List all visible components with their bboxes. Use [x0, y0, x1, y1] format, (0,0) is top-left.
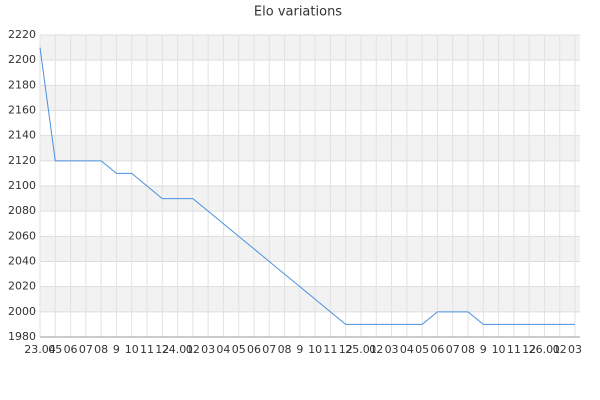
y-tick-label: 2180: [8, 78, 36, 91]
x-tick-label: 02: [186, 343, 200, 356]
y-tick-label: 1980: [8, 330, 36, 343]
plot: [39, 47, 575, 325]
x-tick-label: 05: [232, 343, 246, 356]
x-tick-label: 9: [113, 343, 120, 356]
x-tick-label: 02: [553, 343, 567, 356]
x-tick-label: 12: [522, 343, 536, 356]
x-tick-label: 08: [278, 343, 292, 356]
y-tick-label: 2140: [8, 129, 36, 142]
y-tick-label: 2100: [8, 179, 36, 192]
x-tick-label: 06: [430, 343, 444, 356]
band: [40, 35, 580, 61]
x-tick-label: 11: [507, 343, 521, 356]
x-tick-label: 11: [140, 343, 154, 356]
x-tick-label: 04: [216, 343, 230, 356]
x-tick-label: 10: [125, 343, 139, 356]
y-tick-label: 2160: [8, 104, 36, 117]
x-tick-label: 03: [568, 343, 582, 356]
x-tick-label: 9: [480, 343, 487, 356]
x-tick-label: 12: [339, 343, 353, 356]
x-tick-label: 10: [492, 343, 506, 356]
bands: [40, 35, 580, 312]
x-tick-label: 04: [400, 343, 414, 356]
x-tick-label: 23.04: [24, 343, 56, 356]
y-tick-label: 2040: [8, 255, 36, 268]
x-tick-label: 9: [296, 343, 303, 356]
x-tick-label: 05: [48, 343, 62, 356]
y-tick-label: 2120: [8, 154, 36, 167]
y-tick-label: 2220: [8, 28, 36, 41]
grid: [39, 34, 580, 338]
x-tick-label: 06: [64, 343, 78, 356]
band: [40, 236, 580, 262]
x-tick-label: 07: [79, 343, 93, 356]
y-tick-label: 2000: [8, 305, 36, 318]
x-tick-label: 24.01: [162, 343, 194, 356]
x-tick-label: 03: [201, 343, 215, 356]
x-tick-label: 05: [415, 343, 429, 356]
x-tick-label: 08: [461, 343, 475, 356]
x-tick-label: 12: [155, 343, 169, 356]
x-tick-label: 02: [369, 343, 383, 356]
x-tick-label: 08: [94, 343, 108, 356]
x-tick-label: 03: [385, 343, 399, 356]
x-tick-label: 10: [308, 343, 322, 356]
y-tick-label: 2060: [8, 229, 36, 242]
band: [40, 135, 580, 161]
band: [40, 186, 580, 212]
x-tick-label: 26.01: [529, 343, 561, 356]
chart-title: Elo variations: [254, 5, 342, 20]
x-tick-label: 07: [446, 343, 460, 356]
x-tick-label: 25.01: [345, 343, 377, 356]
x-tick-label: 07: [262, 343, 276, 356]
band: [40, 85, 580, 111]
x-tick-label: 11: [323, 343, 337, 356]
band: [40, 286, 580, 312]
x-tick-label: 06: [247, 343, 261, 356]
y-tick-label: 2020: [8, 280, 36, 293]
line: [39, 47, 575, 325]
y-tick-label: 2080: [8, 204, 36, 217]
y-tick-label: 2200: [8, 53, 36, 66]
